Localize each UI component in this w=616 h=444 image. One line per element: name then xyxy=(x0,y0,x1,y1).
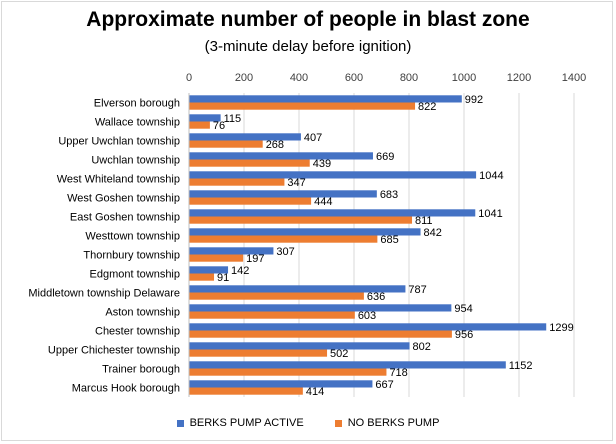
data-label-berks-pump-active-edgmont-township: 142 xyxy=(231,265,249,277)
x-tick-label-1000: 1000 xyxy=(452,72,476,84)
bar-no-berks-pump-upper-uwchlan-township xyxy=(189,140,263,148)
data-label-no-berks-pump-westtown-township: 685 xyxy=(380,234,398,246)
x-tick-label-1200: 1200 xyxy=(507,72,531,84)
legend-label-no-berks-pump: NO BERKS PUMP xyxy=(347,417,440,429)
data-label-berks-pump-active-upper-uwchlan-township: 407 xyxy=(304,132,322,144)
bar-berks-pump-active-middletown-township-delaware xyxy=(189,285,406,293)
bar-no-berks-pump-wallace-township xyxy=(189,121,210,129)
category-label-trainer-borough: Trainer borough xyxy=(102,364,180,376)
bar-berks-pump-active-west-whiteland-township xyxy=(189,171,477,179)
bar-berks-pump-active-upper-uwchlan-township xyxy=(189,133,301,141)
data-label-no-berks-pump-upper-chichester-township: 502 xyxy=(330,348,348,360)
data-label-no-berks-pump-trainer-borough: 718 xyxy=(389,367,407,379)
data-label-no-berks-pump-upper-uwchlan-township: 268 xyxy=(266,139,284,151)
bar-no-berks-pump-edgmont-township xyxy=(189,273,215,281)
data-label-berks-pump-active-chester-township: 1299 xyxy=(549,322,573,334)
x-tick-label-0: 0 xyxy=(186,72,192,84)
bar-no-berks-pump-chester-township xyxy=(189,330,452,338)
category-label-uwchlan-township: Uwchlan township xyxy=(91,155,180,167)
data-label-berks-pump-active-thornbury-township: 307 xyxy=(276,246,294,258)
chart-legend: BERKS PUMP ACTIVE NO BERKS PUMP xyxy=(0,417,616,430)
data-label-berks-pump-active-middletown-township-delaware: 787 xyxy=(408,284,426,296)
category-label-edgmont-township: Edgmont township xyxy=(90,269,181,281)
bar-no-berks-pump-westtown-township xyxy=(189,235,378,243)
bar-berks-pump-active-upper-chichester-township xyxy=(189,342,410,350)
data-label-berks-pump-active-east-goshen-township: 1041 xyxy=(478,208,502,220)
data-label-berks-pump-active-uwchlan-township: 669 xyxy=(376,151,394,163)
category-label-aston-township: Aston township xyxy=(105,307,180,319)
bar-berks-pump-active-westtown-township xyxy=(189,228,421,236)
data-label-berks-pump-active-trainer-borough: 1152 xyxy=(509,360,533,372)
bar-berks-pump-active-thornbury-township xyxy=(189,247,274,255)
bar-no-berks-pump-uwchlan-township xyxy=(189,159,310,167)
data-label-no-berks-pump-aston-township: 603 xyxy=(358,310,376,322)
bar-berks-pump-active-trainer-borough xyxy=(189,361,506,369)
category-label-marcus-hook-borough: Marcus Hook borough xyxy=(72,383,180,395)
chart-subtitle: (3-minute delay before ignition) xyxy=(204,38,412,55)
bar-no-berks-pump-trainer-borough xyxy=(189,368,387,376)
data-label-no-berks-pump-elverson-borough: 822 xyxy=(418,101,436,113)
bar-berks-pump-active-chester-township xyxy=(189,323,547,331)
category-label-chester-township: Chester township xyxy=(95,326,180,338)
category-label-westtown-township: Westtown township xyxy=(85,231,180,243)
bar-berks-pump-active-west-goshen-township xyxy=(189,190,377,198)
category-label-middletown-township-delaware: Middletown township Delaware xyxy=(28,288,180,300)
bar-no-berks-pump-middletown-township-delaware xyxy=(189,292,364,300)
data-label-no-berks-pump-marcus-hook-borough: 414 xyxy=(306,386,324,398)
x-tick-label-400: 400 xyxy=(290,72,308,84)
category-label-thornbury-township: Thornbury township xyxy=(83,250,180,262)
bar-no-berks-pump-thornbury-township xyxy=(189,254,244,262)
x-tick-label-800: 800 xyxy=(400,72,418,84)
bar-no-berks-pump-west-whiteland-township xyxy=(189,178,285,186)
legend-swatch-no-berks-pump xyxy=(334,419,342,427)
category-label-elverson-borough: Elverson borough xyxy=(94,98,180,110)
category-label-west-goshen-township: West Goshen township xyxy=(67,193,180,205)
category-label-wallace-township: Wallace township xyxy=(95,117,180,129)
category-label-upper-uwchlan-township: Upper Uwchlan township xyxy=(58,136,180,148)
data-label-no-berks-pump-middletown-township-delaware: 636 xyxy=(367,291,385,303)
data-label-berks-pump-active-wallace-township: 115 xyxy=(224,113,242,125)
data-label-no-berks-pump-chester-township: 956 xyxy=(455,329,473,341)
bar-berks-pump-active-uwchlan-township xyxy=(189,152,373,160)
bar-berks-pump-active-marcus-hook-borough xyxy=(189,380,373,388)
data-label-no-berks-pump-west-whiteland-township: 347 xyxy=(287,177,305,189)
bar-no-berks-pump-upper-chichester-township xyxy=(189,349,328,357)
bar-berks-pump-active-wallace-township xyxy=(189,114,221,122)
legend-label-berks-pump-active: BERKS PUMP ACTIVE xyxy=(189,417,304,429)
data-label-berks-pump-active-west-goshen-township: 683 xyxy=(380,189,398,201)
data-label-berks-pump-active-upper-chichester-township: 802 xyxy=(413,341,431,353)
data-label-no-berks-pump-edgmont-township: 91 xyxy=(217,272,229,284)
legend-swatch-berks-pump-active xyxy=(176,419,184,427)
legend-item-no-berks-pump: NO BERKS PUMP xyxy=(334,417,440,429)
category-label-west-whiteland-township: West Whiteland township xyxy=(57,174,180,186)
data-label-no-berks-pump-west-goshen-township: 444 xyxy=(314,196,332,208)
bar-berks-pump-active-aston-township xyxy=(189,304,452,312)
bar-no-berks-pump-elverson-borough xyxy=(189,102,416,110)
data-label-berks-pump-active-west-whiteland-township: 1044 xyxy=(479,170,503,182)
data-label-berks-pump-active-elverson-borough: 992 xyxy=(465,94,483,106)
x-tick-label-1400: 1400 xyxy=(562,72,586,84)
data-label-berks-pump-active-marcus-hook-borough: 667 xyxy=(375,379,393,391)
data-label-no-berks-pump-uwchlan-township: 439 xyxy=(313,158,331,170)
bar-no-berks-pump-aston-township xyxy=(189,311,355,319)
data-label-berks-pump-active-aston-township: 954 xyxy=(454,303,472,315)
data-label-no-berks-pump-thornbury-township: 197 xyxy=(246,253,264,265)
x-tick-label-200: 200 xyxy=(235,72,253,84)
data-label-berks-pump-active-westtown-township: 842 xyxy=(424,227,442,239)
x-tick-label-600: 600 xyxy=(345,72,363,84)
bar-no-berks-pump-east-goshen-township xyxy=(189,216,413,224)
bar-berks-pump-active-edgmont-township xyxy=(189,266,229,274)
category-label-east-goshen-township: East Goshen township xyxy=(70,212,180,224)
bar-no-berks-pump-west-goshen-township xyxy=(189,197,312,205)
data-label-no-berks-pump-wallace-township: 76 xyxy=(213,120,225,132)
category-label-upper-chichester-township: Upper Chichester township xyxy=(48,345,180,357)
bar-no-berks-pump-marcus-hook-borough xyxy=(189,387,303,395)
legend-item-berks-pump-active: BERKS PUMP ACTIVE xyxy=(176,417,304,429)
bar-berks-pump-active-east-goshen-township xyxy=(189,209,476,217)
bar-berks-pump-active-elverson-borough xyxy=(189,95,462,103)
data-label-no-berks-pump-east-goshen-township: 811 xyxy=(415,215,433,227)
chart-title: Approximate number of people in blast zo… xyxy=(86,8,530,31)
